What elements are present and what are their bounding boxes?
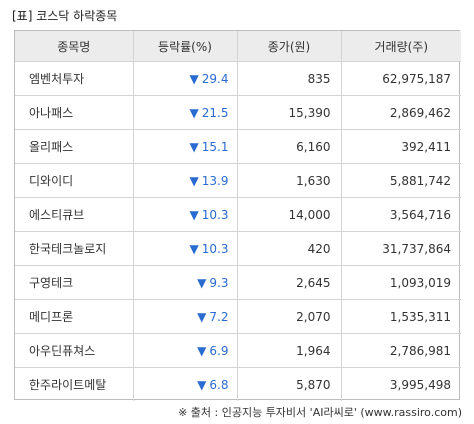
change-rate-cell: ▼ 10.3 (132, 197, 238, 232)
volume-cell: 1,093,019 (340, 265, 461, 300)
table-row: 디와이디 ▼ 13.9 1,630 5,881,742 (15, 163, 461, 198)
change-rate-value: 29.4 (201, 71, 229, 86)
volume-cell: 3,995,498 (340, 367, 461, 401)
table-header-row: 종목명 등락률(%) 종가(원) 거래량(주) (15, 31, 461, 62)
down-arrow-icon: ▼ (197, 309, 207, 324)
table-row: 한국테크놀로지 ▼ 10.3 420 31,737,864 (15, 231, 461, 266)
volume-cell: 62,975,187 (340, 61, 461, 96)
change-rate-cell: ▼ 9.3 (132, 265, 238, 300)
volume-cell: 2,786,981 (340, 333, 461, 368)
column-header-price: 종가(원) (236, 31, 342, 62)
change-rate-cell: ▼ 7.2 (132, 299, 238, 334)
stock-name-cell: 엠벤처투자 (15, 61, 134, 96)
change-rate-value: 10.3 (201, 241, 229, 256)
table-row: 아우딘퓨쳐스 ▼ 6.9 1,964 2,786,981 (15, 333, 461, 368)
change-rate-cell: ▼ 21.5 (132, 95, 238, 130)
column-header-volume: 거래량(주) (340, 31, 461, 62)
stock-table-container: 종목명 등락률(%) 종가(원) 거래량(주) 엠벤처투자 ▼ 29.4 835 62,… (14, 30, 461, 401)
table-row: 올리패스 ▼ 15.1 6,160 392,411 (15, 129, 461, 164)
stock-name-cell: 한국테크놀로지 (15, 231, 134, 266)
closing-price-cell: 5,870 (236, 367, 342, 401)
down-arrow-icon: ▼ (197, 275, 207, 290)
column-header-name: 종목명 (15, 31, 134, 62)
table-title: [표] 코스닥 하락종목 (12, 9, 118, 23)
stock-name-cell: 구영테크 (15, 265, 134, 300)
change-rate-cell: ▼ 29.4 (132, 61, 238, 96)
table-row: 구영테크 ▼ 9.3 2,645 1,093,019 (15, 265, 461, 300)
stock-name-cell: 아나패스 (15, 95, 134, 130)
table-row: 에스티큐브 ▼ 10.3 14,000 3,564,716 (15, 197, 461, 232)
stock-name-cell: 아우딘퓨쳐스 (15, 333, 134, 368)
volume-cell: 3,564,716 (340, 197, 461, 232)
closing-price-cell: 835 (236, 61, 342, 96)
closing-price-cell: 420 (236, 231, 342, 266)
table-row: 아나패스 ▼ 21.5 15,390 2,869,462 (15, 95, 461, 130)
down-arrow-icon: ▼ (189, 105, 199, 120)
change-rate-value: 10.3 (201, 207, 229, 222)
change-rate-cell: ▼ 10.3 (132, 231, 238, 266)
stock-name-cell: 올리패스 (15, 129, 134, 164)
down-arrow-icon: ▼ (189, 207, 199, 222)
change-rate-cell: ▼ 15.1 (132, 129, 238, 164)
declining-stocks-table: 종목명 등락률(%) 종가(원) 거래량(주) 엠벤처투자 ▼ 29.4 835 62,… (15, 31, 461, 401)
volume-cell: 1,535,311 (340, 299, 461, 334)
volume-cell: 392,411 (340, 129, 461, 164)
change-rate-value: 6.9 (209, 343, 229, 358)
column-header-rate: 등락률(%) (132, 31, 238, 62)
table-row: 엠벤처투자 ▼ 29.4 835 62,975,187 (15, 61, 461, 96)
change-rate-value: 7.2 (209, 309, 229, 324)
source-note: ※ 출처 : 인공지능 투자비서 'AI라씨로' (www.rassiro.co… (178, 406, 462, 419)
change-rate-value: 9.3 (209, 275, 229, 290)
stock-name-cell: 디와이디 (15, 163, 134, 198)
closing-price-cell: 1,630 (236, 163, 342, 198)
stock-name-cell: 에스티큐브 (15, 197, 134, 232)
closing-price-cell: 2,070 (236, 299, 342, 334)
table-row: 메디프론 ▼ 7.2 2,070 1,535,311 (15, 299, 461, 334)
closing-price-cell: 2,645 (236, 265, 342, 300)
volume-cell: 31,737,864 (340, 231, 461, 266)
change-rate-cell: ▼ 13.9 (132, 163, 238, 198)
volume-cell: 2,869,462 (340, 95, 461, 130)
closing-price-cell: 6,160 (236, 129, 342, 164)
down-arrow-icon: ▼ (189, 139, 199, 154)
down-arrow-icon: ▼ (189, 71, 199, 86)
down-arrow-icon: ▼ (197, 343, 207, 358)
down-arrow-icon: ▼ (189, 241, 199, 256)
down-arrow-icon: ▼ (197, 377, 207, 392)
closing-price-cell: 15,390 (236, 95, 342, 130)
volume-cell: 5,881,742 (340, 163, 461, 198)
closing-price-cell: 14,000 (236, 197, 342, 232)
change-rate-value: 13.9 (201, 173, 229, 188)
change-rate-value: 21.5 (201, 105, 229, 120)
closing-price-cell: 1,964 (236, 333, 342, 368)
change-rate-value: 15.1 (201, 139, 229, 154)
change-rate-cell: ▼ 6.9 (132, 333, 238, 368)
down-arrow-icon: ▼ (189, 173, 199, 188)
stock-name-cell: 한주라이트메탈 (15, 367, 134, 401)
stock-name-cell: 메디프론 (15, 299, 134, 334)
change-rate-cell: ▼ 6.8 (132, 367, 238, 401)
table-row: 한주라이트메탈 ▼ 6.8 5,870 3,995,498 (15, 367, 461, 401)
change-rate-value: 6.8 (209, 377, 229, 392)
